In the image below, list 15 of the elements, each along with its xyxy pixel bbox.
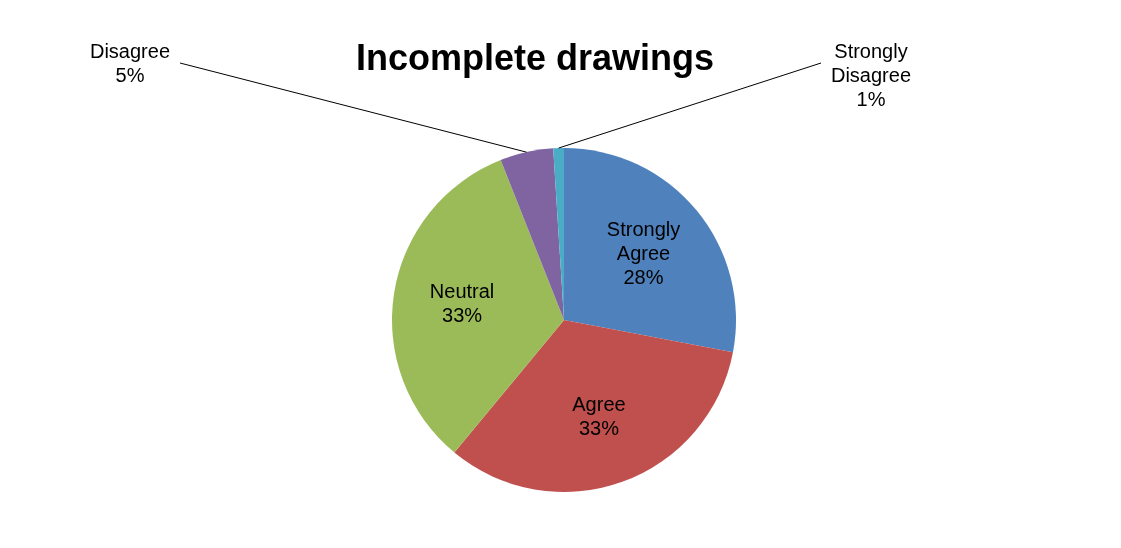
pie-slice — [564, 148, 736, 353]
slice-label: Disagree — [89, 40, 171, 62]
data-label: 33% — [578, 417, 620, 440]
data-label: 28% — [623, 266, 664, 289]
pie-slice — [392, 160, 564, 453]
data-label: 33% — [442, 303, 483, 326]
slice-label: Neutral — [429, 279, 495, 302]
slice-label: Agree — [572, 393, 626, 416]
pie-slice — [454, 320, 733, 492]
slice-label: Strongly Disagree — [830, 40, 912, 86]
data-label: 5% — [115, 64, 145, 86]
chart-title: Incomplete drawings — [356, 37, 715, 78]
data-label: 1% — [856, 88, 886, 110]
slice-label: Strongly Agree — [606, 218, 681, 265]
pie-slice — [500, 148, 564, 320]
